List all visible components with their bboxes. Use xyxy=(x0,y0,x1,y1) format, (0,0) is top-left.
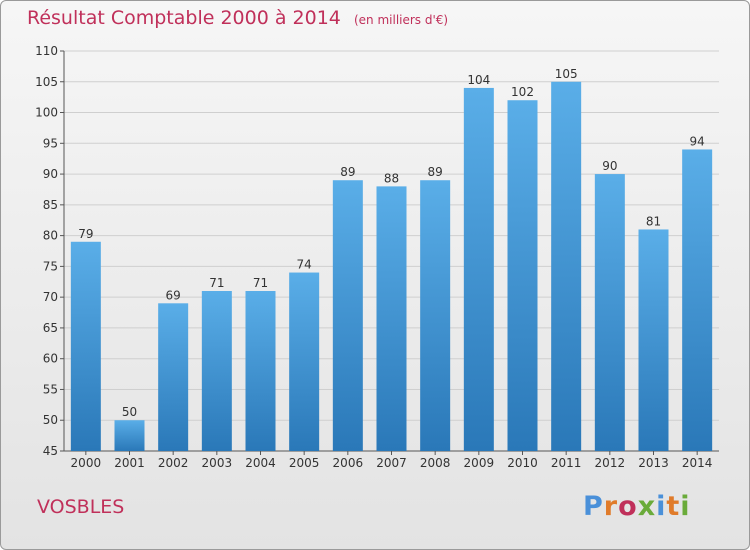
chart-unit: (en milliers d'€) xyxy=(353,13,449,27)
y-tick-label: 80 xyxy=(43,229,58,243)
bar xyxy=(201,291,232,451)
bar xyxy=(638,229,669,451)
commune-name: VOSBLES xyxy=(37,496,125,518)
logo-letter: r xyxy=(603,491,619,522)
x-tick-label: 2003 xyxy=(202,456,233,470)
chart-title: Résultat Comptable 2000 à 2014 (en milli… xyxy=(27,7,448,29)
bar xyxy=(376,186,407,451)
data-label: 81 xyxy=(646,214,661,228)
y-tick-label: 85 xyxy=(43,198,58,212)
bar xyxy=(420,180,451,451)
data-label: 104 xyxy=(467,73,490,87)
bar xyxy=(463,87,494,451)
y-tick-label: 45 xyxy=(43,444,58,458)
bar xyxy=(289,272,320,451)
bar xyxy=(507,100,538,451)
x-tick-label: 2007 xyxy=(376,456,407,470)
labels: 45 50 55 60 65 70 75 80 85 90 95 100 105 110 79 2000 50 2… xyxy=(35,44,712,470)
x-tick-label: 2009 xyxy=(464,456,495,470)
logo-letter: i xyxy=(656,491,667,522)
x-tick-label: 2000 xyxy=(71,456,102,470)
data-label: 89 xyxy=(340,165,355,179)
y-tick-label: 100 xyxy=(35,106,58,120)
data-label: 90 xyxy=(602,159,617,173)
y-tick-label: 90 xyxy=(43,167,58,181)
bars xyxy=(70,81,713,452)
bar xyxy=(70,241,101,451)
bar xyxy=(551,81,582,452)
data-label: 71 xyxy=(253,276,268,290)
y-tick-label: 55 xyxy=(43,382,58,396)
bar xyxy=(594,174,625,452)
bar xyxy=(332,180,363,451)
data-label: 79 xyxy=(78,227,93,241)
x-tick-label: 2011 xyxy=(551,456,582,470)
data-label: 88 xyxy=(384,171,399,185)
x-tick-label: 2013 xyxy=(638,456,669,470)
data-label: 74 xyxy=(297,258,312,272)
bar xyxy=(114,420,145,451)
data-label: 69 xyxy=(166,288,181,302)
x-tick-label: 2004 xyxy=(245,456,276,470)
y-tick-label: 70 xyxy=(43,290,58,304)
data-label: 102 xyxy=(511,85,534,99)
y-tick-label: 110 xyxy=(35,44,58,58)
x-tick-label: 2012 xyxy=(595,456,626,470)
logo-letter: i xyxy=(680,491,691,522)
x-tick-label: 2008 xyxy=(420,456,451,470)
x-tick-label: 2006 xyxy=(333,456,364,470)
data-label: 89 xyxy=(428,165,443,179)
data-label: 50 xyxy=(122,405,137,419)
x-tick-label: 2005 xyxy=(289,456,320,470)
proxiti-logo: Proxiti xyxy=(583,491,691,522)
bar xyxy=(245,291,276,451)
y-tick-label: 60 xyxy=(43,352,58,366)
logo-letter: x xyxy=(637,491,657,522)
logo-letter: P xyxy=(583,491,604,522)
x-tick-label: 2014 xyxy=(682,456,713,470)
x-tick-label: 2001 xyxy=(114,456,145,470)
data-label: 94 xyxy=(690,134,705,148)
y-tick-label: 75 xyxy=(43,259,58,273)
y-tick-label: 105 xyxy=(35,75,58,89)
logo-letter: t xyxy=(666,491,681,522)
bar xyxy=(158,303,189,451)
chart-title-text: Résultat Comptable 2000 à 2014 xyxy=(27,7,341,29)
x-tick-label: 2002 xyxy=(158,456,189,470)
logo-letter: o xyxy=(618,491,638,522)
y-tick-label: 50 xyxy=(43,413,58,427)
data-label: 71 xyxy=(209,276,224,290)
bar xyxy=(682,149,713,451)
y-tick-label: 65 xyxy=(43,321,58,335)
y-tick-label: 95 xyxy=(43,136,58,150)
x-tick-label: 2010 xyxy=(507,456,538,470)
data-label: 105 xyxy=(555,67,578,81)
